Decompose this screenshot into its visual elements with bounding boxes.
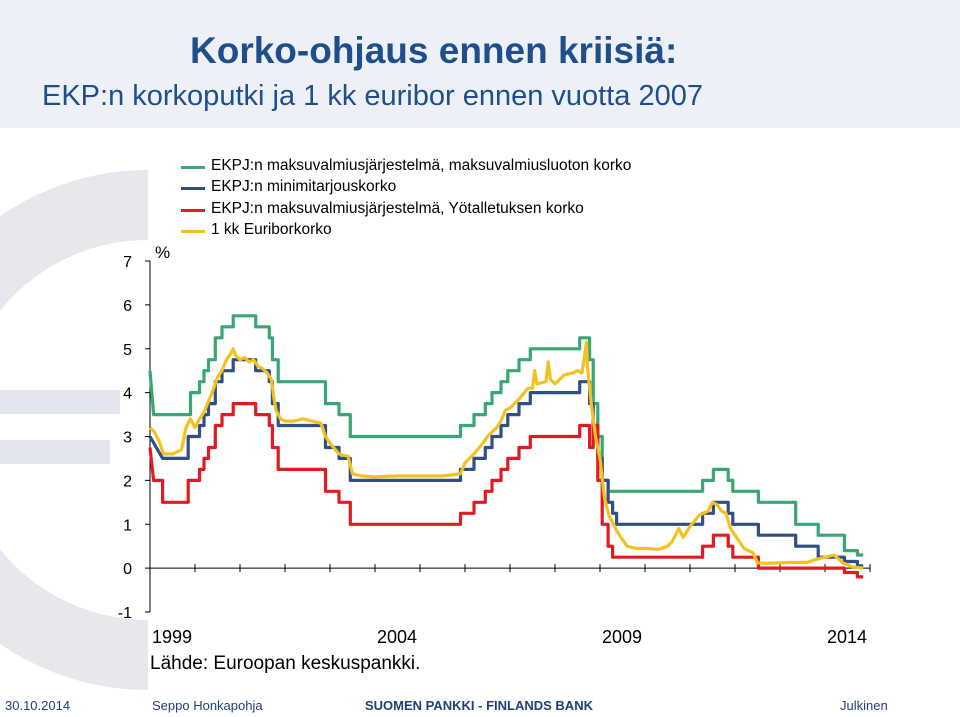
series-line-2 <box>148 402 864 579</box>
chart-series <box>148 314 864 579</box>
footer-date: 30.10.2014 <box>5 698 71 713</box>
series-line-3 <box>148 340 864 570</box>
y-tick-label: 1 <box>123 517 132 534</box>
x-tick-label: 2014 <box>827 627 867 647</box>
header-band <box>0 0 960 128</box>
y-tick-label: 0 <box>123 561 132 578</box>
legend-label: 1 kk Euriborkorko <box>211 220 332 238</box>
legend-swatch <box>181 166 205 169</box>
footer-classification: Julkinen <box>840 698 888 713</box>
slide-title: Korko-ohjaus ennen kriisiä: <box>190 30 678 71</box>
source-note: Lähde: Euroopan keskuspankki. <box>150 653 421 674</box>
y-axis-label: % <box>155 243 170 262</box>
x-tick-label: 1999 <box>152 627 192 647</box>
y-tick-label: 4 <box>123 386 132 403</box>
legend-swatch <box>181 229 205 233</box>
y-tick-label: 6 <box>123 298 132 315</box>
footer-bank: SUOMEN PANKKI - FINLANDS BANK <box>365 698 593 713</box>
series-line-1 <box>148 358 864 568</box>
euro-watermark-bar-top <box>0 390 120 414</box>
legend-label: EKPJ:n maksuvalmiusjärjestelmä, maksuval… <box>211 157 632 174</box>
y-tick-label: -1 <box>118 605 132 622</box>
y-tick-label: 2 <box>123 473 132 490</box>
euro-watermark-bar-bottom <box>0 440 110 464</box>
legend-label: EKPJ:n maksuvalmiusjärjestelmä, Yötallet… <box>211 199 584 217</box>
legend-label: EKPJ:n minimitarjouskorko <box>211 178 397 196</box>
footer-author: Seppo Honkapohja <box>152 698 263 713</box>
x-tick-label: 2004 <box>377 627 417 647</box>
chart-axes: 7 6 5 4 3 2 1 0 -1% 1999 2004 2009 2014 <box>118 243 871 647</box>
legend-swatch <box>181 208 205 212</box>
legend-swatch <box>181 187 205 191</box>
y-tick-label: 7 <box>123 254 132 271</box>
euro-watermark <box>0 170 149 690</box>
y-tick-label: 5 <box>123 342 132 359</box>
y-tick-label: 3 <box>123 430 132 447</box>
slide-subtitle: EKP:n korkoputki ja 1 kk euribor ennen v… <box>42 80 703 112</box>
x-tick-label: 2009 <box>602 627 642 647</box>
series-line-0 <box>148 314 864 557</box>
